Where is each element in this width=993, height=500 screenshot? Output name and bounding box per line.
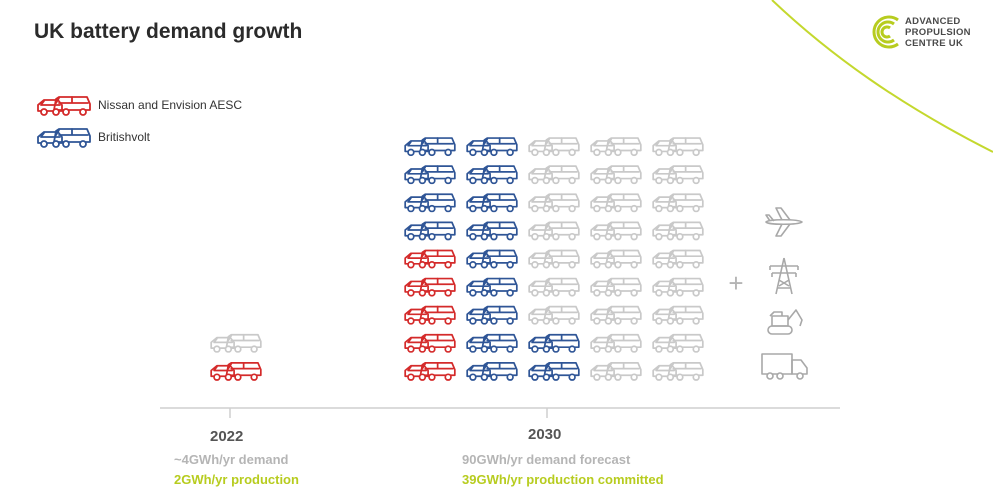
car-mark-2030-col5-row7-grey — [652, 193, 704, 213]
car-mark-2030-col5-row9-grey — [652, 137, 704, 157]
car-mark-2030-col1-row6-blue — [404, 221, 456, 241]
car-mark-2030-col1-row9-blue — [404, 137, 456, 157]
car-mark-2030-col1-row1-red — [404, 361, 456, 381]
car-mark-2030-col1-row7-blue — [404, 193, 456, 213]
car-mark-2030-col3-row3-grey — [528, 305, 580, 325]
truck-icon — [761, 353, 808, 380]
car-mark-2030-col4-row2-grey — [590, 333, 642, 353]
logo-line: CENTRE UK — [905, 38, 964, 49]
legend-item-britishvolt: Britishvolt — [36, 127, 151, 148]
car-mark-2030-col4-row1-grey — [590, 361, 642, 381]
car-mark-2030-col5-row3-grey — [652, 305, 704, 325]
car-mark-2030-col5-row8-grey — [652, 165, 704, 185]
car-mark-2030-col2-row6-blue — [466, 221, 518, 241]
car-mark-2030-col3-row8-grey — [528, 165, 580, 185]
car-mark-2030-col3-row7-grey — [528, 193, 580, 213]
car-mark-2030-col5-row4-grey — [652, 277, 704, 297]
car-mark-2030-col2-row3-blue — [466, 305, 518, 325]
car-mark-2030-col3-row1-blue — [528, 361, 580, 381]
logo-line: PROPULSION — [905, 27, 971, 38]
car-mark-2030-col4-row8-grey — [590, 165, 642, 185]
car-mark-2030-col3-row4-grey — [528, 277, 580, 297]
car-mark-2030-col3-row5-grey — [528, 249, 580, 269]
excavator-icon — [767, 309, 803, 335]
car-mark-2030-col3-row6-grey — [528, 221, 580, 241]
car-mark-2030-col1-row4-red — [404, 277, 456, 297]
car-mark-2030-col4-row9-grey — [590, 137, 642, 157]
page-title: UK battery demand growth — [34, 20, 303, 43]
year-label-2030: 2030 — [528, 426, 562, 443]
plus-sign: + — [728, 268, 743, 298]
production-label-2022: 2GWh/yr production — [174, 472, 299, 487]
car-mark-2030-col5-row5-grey — [652, 249, 704, 269]
legend-label: Nissan and Envision AESC — [98, 98, 243, 112]
car-mark-2030-col2-row2-blue — [466, 333, 518, 353]
car-mark-2030-col5-row6-grey — [652, 221, 704, 241]
car-mark-2030-col4-row3-grey — [590, 305, 642, 325]
car-mark-2030-col2-row9-blue — [466, 137, 518, 157]
car-mark-2022-col1-row2-grey — [210, 333, 262, 353]
car-mark-2030-col2-row1-blue — [466, 361, 518, 381]
car-mark-2030-col2-row4-blue — [466, 277, 518, 297]
legend-item-nissan: Nissan and Envision AESC — [36, 95, 243, 116]
car-mark-2030-col3-row9-grey — [528, 137, 580, 157]
demand-label-2030: 90GWh/yr demand forecast — [462, 452, 631, 467]
production-label-2030: 39GWh/yr production committed — [462, 472, 664, 487]
pylon-icon — [769, 257, 799, 295]
logo-mark-icon — [872, 15, 899, 49]
car-mark-2030-col2-row5-blue — [466, 249, 518, 269]
airplane-icon — [765, 207, 803, 237]
logo-text: ADVANCED PROPULSION CENTRE UK — [905, 16, 971, 49]
logo-line: ADVANCED — [905, 16, 961, 27]
car-mark-2030-col1-row3-red — [404, 305, 456, 325]
year-label-2022: 2022 — [210, 428, 244, 445]
car-mark-2030-col1-row2-red — [404, 333, 456, 353]
car-mark-2030-col3-row2-blue — [528, 333, 580, 353]
apc-logo: ADVANCED PROPULSION CENTRE UK — [868, 12, 988, 56]
legend-label: Britishvolt — [98, 130, 151, 144]
car-mark-2030-col4-row7-grey — [590, 193, 642, 213]
car-mark-2030-col2-row8-blue — [466, 165, 518, 185]
car-mark-2030-col5-row1-grey — [652, 361, 704, 381]
car-mark-2030-col4-row6-grey — [590, 221, 642, 241]
demand-label-2022: ~4GWh/yr demand — [174, 452, 289, 467]
car-mark-2022-col1-row1-red — [210, 361, 262, 381]
car-mark-2030-col5-row2-grey — [652, 333, 704, 353]
car-mark-2030-col1-row5-red — [404, 249, 456, 269]
car-mark-2030-col2-row7-blue — [466, 193, 518, 213]
car-mark-2030-col4-row4-grey — [590, 277, 642, 297]
car-mark-2030-col4-row5-grey — [590, 249, 642, 269]
car-mark-2030-col1-row8-blue — [404, 165, 456, 185]
